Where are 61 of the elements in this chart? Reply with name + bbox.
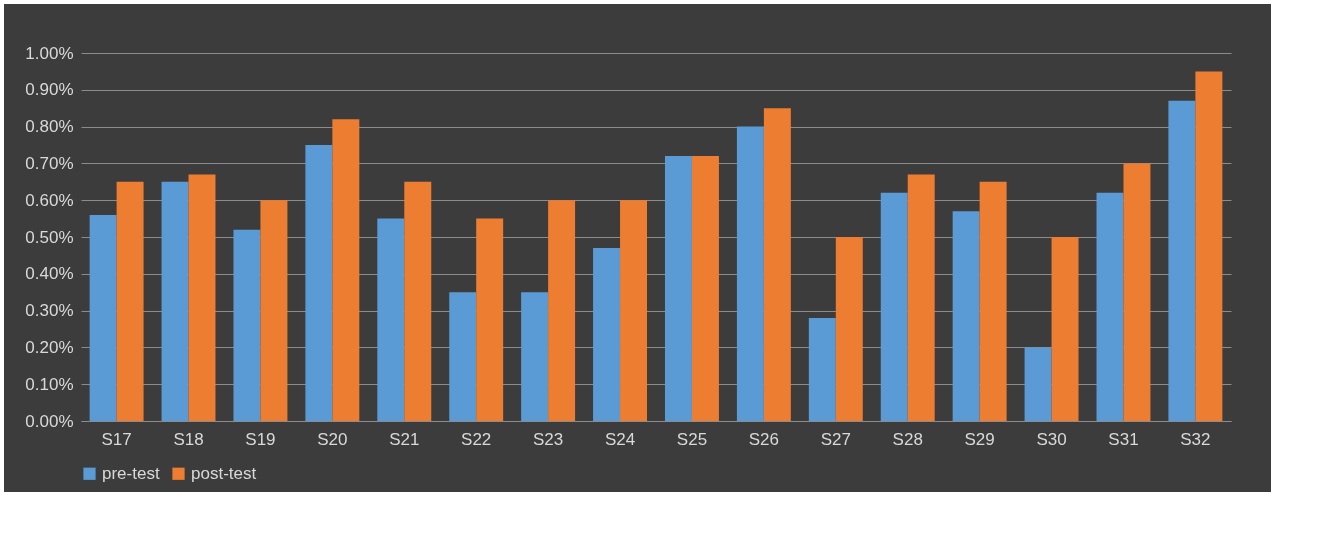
y-tick-label: 0.80% [25,117,74,137]
x-tick-label: S29 [964,429,995,449]
x-tick-label: S26 [748,429,779,449]
x-tick-label: S27 [820,429,851,449]
x-tick-label: S31 [1108,429,1139,449]
bar [89,214,117,421]
bar [548,200,576,421]
y-tick-label: 0.10% [25,374,74,394]
bar [116,181,144,421]
x-tick-label: S18 [173,429,204,449]
bar [260,200,288,421]
y-tick-label: 0.60% [25,190,74,210]
x-tick-label: S17 [101,429,132,449]
y-tick-label: 0.40% [25,264,74,284]
x-tick-label: S23 [533,429,564,449]
y-tick-label: 0.30% [25,301,74,321]
bar [521,292,549,421]
bar [1195,71,1223,421]
bar [835,237,863,421]
bar [332,119,360,421]
bar [1123,163,1151,421]
bar [377,218,405,421]
bar [736,126,764,421]
x-tick-label: S30 [1036,429,1067,449]
x-tick-label: S24 [604,429,636,449]
bar [808,317,836,421]
bar [476,218,504,421]
y-tick-label: 0.50% [25,227,74,247]
bar [620,200,648,421]
y-tick-label: 0.70% [25,153,74,173]
x-tick-label: S28 [892,429,923,449]
x-tick-label: S25 [676,429,708,449]
bar [952,211,980,421]
bar [188,174,216,421]
bar [593,248,621,421]
x-tick-label: S20 [317,429,348,449]
y-tick-label: 1.00% [25,43,74,63]
bar [1168,100,1196,421]
bar [979,181,1007,421]
y-tick-label: 0.90% [25,80,74,100]
x-tick-label: S22 [461,429,492,449]
x-tick-label: S21 [389,429,420,449]
bar [664,156,692,421]
bar [233,229,261,421]
legend-label: post-test [191,463,257,483]
bar [161,181,189,421]
bar [880,192,908,421]
legend-label: pre-test [102,463,160,483]
bar [907,174,935,421]
y-tick-label: 0.00% [25,411,74,431]
bar [763,108,791,421]
x-tick-label: S19 [245,429,276,449]
bar [1024,347,1052,421]
x-tick-label: S32 [1180,429,1211,449]
bar [305,145,333,421]
bar [404,181,432,421]
bar [449,292,477,421]
y-tick-label: 0.20% [25,337,74,357]
bar [1096,192,1124,421]
bar [691,156,719,421]
bar [1051,237,1079,421]
